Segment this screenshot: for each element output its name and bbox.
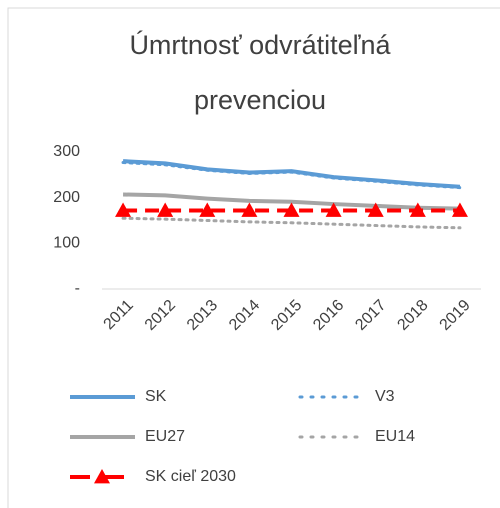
marker (157, 202, 174, 217)
x-tick-label: 2014 (226, 297, 263, 334)
series-line (121, 161, 462, 190)
legend-label: EU27 (145, 428, 185, 445)
x-tick-label: 2019 (437, 297, 474, 334)
legend-marker (94, 469, 110, 484)
chart-border (7, 7, 500, 508)
x-tick-label: 2018 (394, 297, 431, 334)
marker (241, 202, 258, 217)
marker (367, 202, 384, 217)
x-tick-label: 2015 (268, 297, 305, 334)
marker (199, 202, 216, 217)
y-tick-label: 300 (53, 143, 80, 160)
legend-label: SK cieľ 2030 (145, 468, 236, 485)
x-tick-label: 2011 (101, 297, 137, 333)
legend-label: EU14 (375, 428, 415, 445)
series-line (121, 216, 462, 230)
x-tick-label: 2012 (142, 297, 179, 334)
marker (409, 202, 426, 217)
marker (115, 202, 132, 217)
marker (283, 202, 300, 217)
y-tick-label: - (75, 280, 80, 297)
y-tick-label: 100 (53, 235, 80, 252)
y-tick-label: 200 (53, 189, 80, 206)
chart-title: Úmrtnosť odvrátiteľná prevenciou (129, 30, 391, 115)
x-tick-label: 2017 (352, 297, 389, 334)
marker (325, 202, 342, 217)
legend-label: V3 (375, 388, 395, 405)
legend-label: SK (145, 388, 167, 405)
x-tick-label: 2013 (184, 297, 221, 334)
series-line (123, 192, 460, 211)
x-tick-label: 2016 (310, 297, 347, 334)
marker (451, 202, 468, 217)
